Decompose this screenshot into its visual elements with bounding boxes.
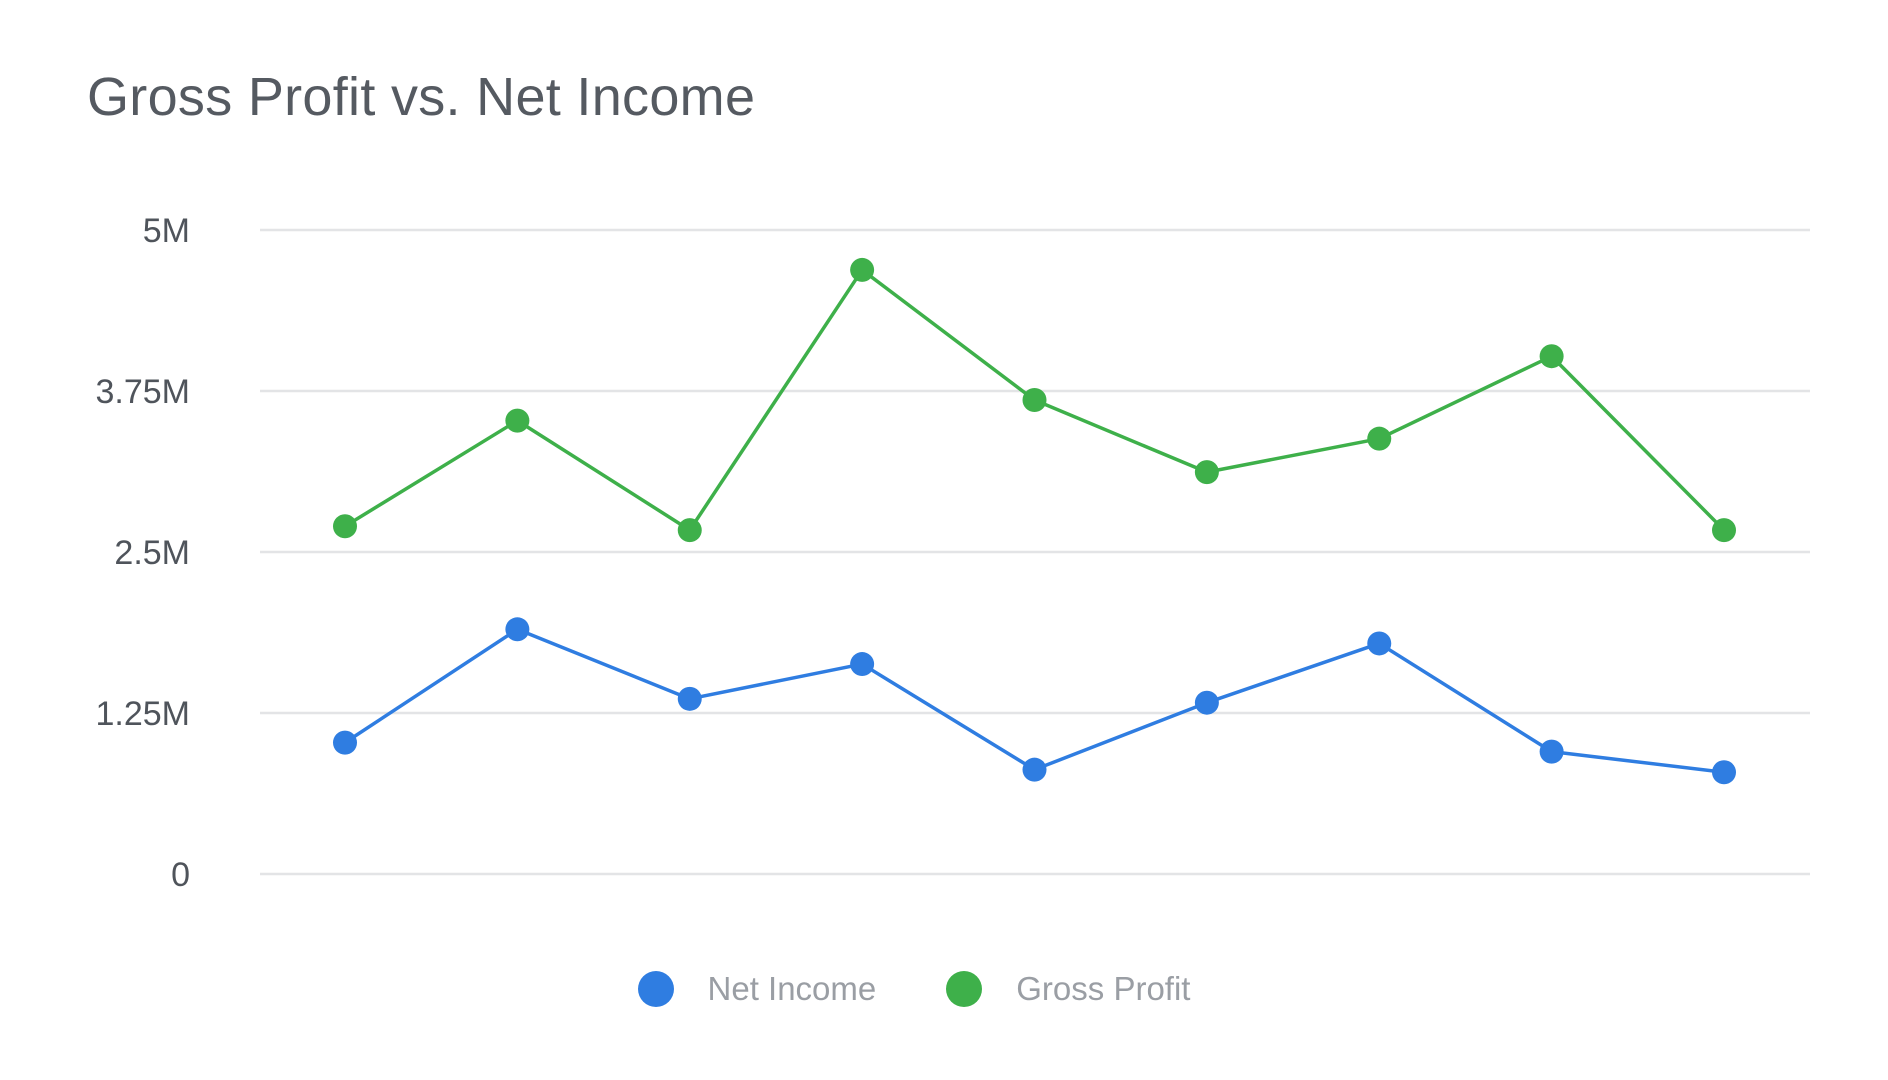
data-point-net-income[interactable]	[850, 652, 875, 677]
legend-label-gross-profit: Gross Profit	[1016, 970, 1191, 1007]
data-point-net-income[interactable]	[333, 730, 357, 755]
data-point-net-income[interactable]	[505, 617, 530, 642]
data-point-gross-profit[interactable]	[1712, 518, 1736, 543]
data-point-net-income[interactable]	[1022, 757, 1047, 782]
y-tick-label: 5M	[143, 212, 190, 250]
y-tick-label: 2.5M	[114, 534, 190, 572]
legend-label-net-income: Net Income	[707, 970, 877, 1007]
data-point-gross-profit[interactable]	[333, 514, 357, 539]
legend-item-gross-profit[interactable]: Gross Profit	[946, 970, 1190, 1008]
data-point-gross-profit[interactable]	[1367, 426, 1392, 451]
y-tick-label: 0	[171, 856, 190, 894]
data-point-net-income[interactable]	[677, 686, 702, 711]
y-tick-label: 1.25M	[96, 695, 191, 733]
y-axis-ticks: 0 1.25M 2.5M 3.75M 5M	[96, 212, 191, 894]
series-lines	[344, 268, 1726, 774]
legend-marker-gross-profit	[946, 971, 983, 1007]
series-points	[333, 257, 1736, 785]
data-point-net-income[interactable]	[1367, 631, 1392, 656]
series-line-net-income	[344, 627, 1725, 774]
data-point-gross-profit[interactable]	[1194, 460, 1219, 485]
data-point-net-income[interactable]	[1712, 760, 1736, 785]
chart-title: Gross Profit vs. Net Income	[87, 67, 756, 127]
legend-item-net-income[interactable]: Net Income	[637, 970, 877, 1008]
y-tick-label: 3.75M	[96, 373, 191, 411]
legend: Net Income Gross Profit	[0, 970, 1888, 1008]
legend-marker-net-income	[637, 971, 674, 1007]
data-point-gross-profit[interactable]	[850, 257, 875, 282]
data-point-gross-profit[interactable]	[1539, 344, 1564, 369]
data-point-net-income[interactable]	[1194, 690, 1219, 715]
data-point-gross-profit[interactable]	[1022, 388, 1047, 413]
data-point-gross-profit[interactable]	[677, 518, 702, 543]
data-point-net-income[interactable]	[1539, 739, 1564, 764]
data-point-gross-profit[interactable]	[505, 408, 530, 433]
